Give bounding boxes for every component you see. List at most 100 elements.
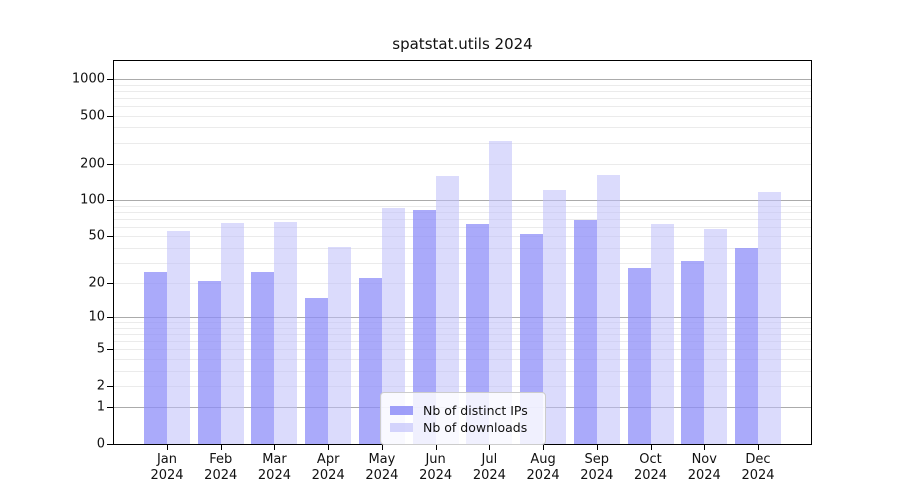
gridline-minor [114,283,811,285]
bar-apr-downloads [328,246,352,444]
y-axis-tick-label: 20 [88,275,105,291]
bar-jul-downloads [489,140,513,444]
x-axis-tick-label: Jan 2024 [150,452,184,483]
x-axis-tick-label: Jun 2024 [419,452,453,483]
gridline-minor [114,262,811,264]
bar-aug-downloads [543,189,567,444]
x-tick [381,444,383,450]
y-axis-tick-label: 50 [88,228,105,244]
bar-sep-downloads [596,175,620,444]
gridline-minor [114,90,811,92]
y-tick [107,317,113,319]
plot-area: Nb of distinct IPs Nb of downloads [107,60,812,445]
x-tick [596,444,598,450]
y-axis-tick-label: 5 [96,341,105,357]
y-tick [107,79,113,81]
bar-nov-distinct-ips [681,260,705,444]
gridline-minor [114,97,811,99]
y-tick [107,163,113,165]
gridline-minor [114,115,811,117]
y-axis-tick-label: 0 [96,436,105,452]
y-tick [107,444,113,445]
gridline-minor [114,334,811,336]
gridline-minor [114,205,811,207]
gridline-minor [114,359,811,360]
y-axis-tick-label: 10 [88,309,105,325]
gridline-minor [114,127,811,129]
bar-jun-distinct-ips [412,210,436,444]
bar-may-distinct-ips [358,278,382,444]
gridline-minor [114,142,811,144]
bar-apr-distinct-ips [305,297,329,444]
bar-jul-distinct-ips [466,224,490,444]
gridline-minor [114,106,811,108]
bar-mar-distinct-ips [251,271,275,444]
x-axis-tick-label: Nov 2024 [687,452,721,483]
bar-nov-downloads [704,228,728,444]
bar-jun-downloads [435,175,459,444]
bar-feb-distinct-ips [197,280,221,444]
x-tick [704,444,706,450]
y-tick [107,200,113,202]
gridline-minor [114,327,811,329]
x-tick [274,444,276,450]
bar-sep-distinct-ips [573,219,597,444]
y-tick [107,349,113,351]
y-tick [107,115,113,117]
x-tick [220,444,222,450]
chart-title: spatstat.utils 2024 [392,35,533,53]
x-tick [489,444,491,450]
x-axis-tick-label: Mar 2024 [257,452,291,483]
bar-mar-downloads [274,221,298,444]
x-tick [328,444,330,450]
gridline-minor [114,322,811,324]
y-axis-tick-label: 2 [96,378,105,394]
gridline-minor [114,211,811,213]
gridline-minor [114,218,811,220]
y-tick [107,385,113,387]
x-axis-tick-label: Apr 2024 [311,452,345,483]
bar-aug-distinct-ips [520,234,544,444]
y-tick [107,407,113,409]
x-axis-tick-label: Dec 2024 [741,452,775,483]
x-tick [758,444,759,450]
gridline-minor [114,247,811,249]
gridline-major [114,317,811,319]
x-axis-tick-label: Oct 2024 [633,452,668,483]
gridline-minor [114,349,811,351]
bar-feb-downloads [220,222,244,444]
y-tick [107,283,113,285]
bar-jan-distinct-ips [144,271,167,444]
gridline-minor [114,84,811,86]
bar-jan-downloads [167,230,190,444]
gridline-major [114,200,811,202]
gridline-minor [114,370,811,372]
gridline-minor [114,341,811,343]
legend: Nb of distinct IPs Nb of downloads [380,392,546,445]
y-axis-tick-label: 500 [80,108,105,124]
gridline-minor [114,163,811,165]
legend-entry-downloads: Nb of downloads [390,420,536,435]
bar-dec-downloads [758,192,781,444]
x-axis-tick-label: Aug 2024 [526,452,560,483]
x-axis-tick-label: Feb 2024 [204,452,238,483]
y-axis-tick-label: 200 [80,156,105,172]
legend-swatch-distinct-ips [390,405,413,415]
gridline-minor [114,236,811,238]
x-axis-tick-label: Jul 2024 [472,452,506,483]
y-axis-tick-label: 1 [96,399,105,415]
x-tick [543,444,545,450]
x-tick [650,444,652,450]
bar-dec-distinct-ips [735,247,758,444]
legend-entry-distinct-ips: Nb of distinct IPs [390,402,536,418]
gridline-minor [114,226,811,228]
bar-oct-downloads [650,224,674,444]
gridline-major [114,79,811,81]
y-axis-tick-label: 1000 [71,71,105,87]
x-tick [167,444,168,450]
legend-label-distinct-ips: Nb of distinct IPs [423,402,528,418]
y-axis-tick-label: 100 [80,192,105,208]
legend-swatch-downloads [390,422,413,432]
x-axis-tick-label: Sep 2024 [580,452,614,483]
